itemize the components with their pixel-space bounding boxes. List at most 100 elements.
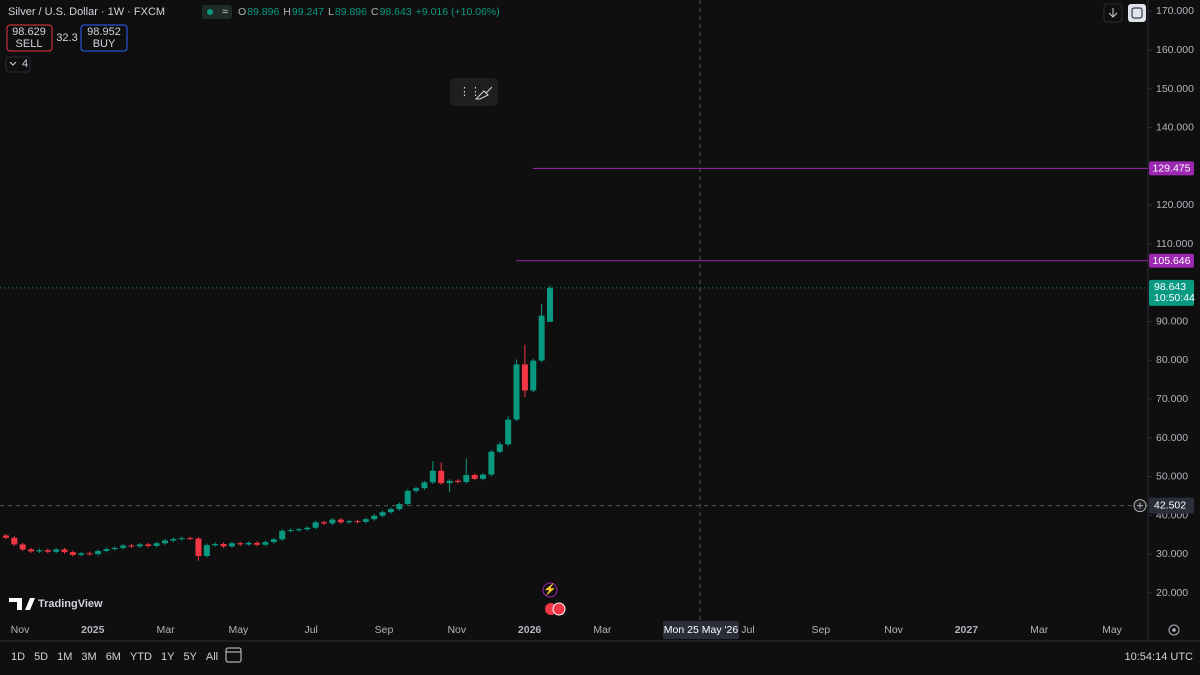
sell-price: 98.629 <box>12 26 46 38</box>
y-tick-label: 80.000 <box>1156 354 1188 366</box>
x-tick-label: 2025 <box>81 624 105 636</box>
price-tag <box>1149 161 1194 176</box>
y-tick-label: 170.000 <box>1156 5 1194 17</box>
range-button[interactable]: 1M <box>57 651 72 663</box>
y-tick-label: 30.000 <box>1156 548 1188 560</box>
candle-body <box>78 553 85 555</box>
ohlc-label: O <box>238 6 246 18</box>
buy-label: BUY <box>93 38 116 50</box>
x-tick-label: Mar <box>157 624 176 636</box>
event-icon[interactable] <box>542 582 558 598</box>
candle-body <box>471 474 478 479</box>
range-button[interactable]: 5Y <box>183 651 197 663</box>
range-button[interactable]: 1Y <box>161 651 175 663</box>
candle-body <box>254 542 261 545</box>
x-tick-label: Nov <box>447 624 466 636</box>
candle-body <box>136 544 143 547</box>
candle-body <box>53 549 60 552</box>
x-tick-label: Jul <box>304 624 317 636</box>
last-price-time: 10:50:44 <box>1154 292 1195 304</box>
candle-body <box>103 549 110 551</box>
buy-price: 98.952 <box>87 26 121 38</box>
candle-body <box>270 539 277 543</box>
scroll-button[interactable] <box>1103 3 1123 23</box>
price-tag-label: 105.646 <box>1153 255 1191 267</box>
range-button[interactable]: 3M <box>81 651 96 663</box>
ohlc-value: 89.896 <box>247 6 279 18</box>
ohlc-label: H <box>283 6 291 18</box>
x-tick-label: Sep <box>375 624 394 636</box>
candle-body <box>2 535 9 538</box>
x-tick-label: Jul <box>741 624 754 636</box>
candle-body <box>295 529 302 531</box>
layout-button[interactable] <box>1128 4 1146 22</box>
ohlc-value: 99.247 <box>292 6 324 18</box>
ohlc-label: L <box>328 6 334 18</box>
candle-body <box>446 480 453 484</box>
candle-body <box>61 549 68 553</box>
chevron-icon <box>9 61 17 66</box>
candle-body <box>111 547 118 550</box>
status-badge[interactable] <box>202 5 232 19</box>
y-tick-label: 150.000 <box>1156 83 1194 95</box>
clock[interactable]: 10:54:14 UTC <box>1125 651 1194 663</box>
indicator-count: 4 <box>22 58 28 70</box>
last-price-label: 98.643 <box>1154 281 1186 293</box>
economic-event-icon[interactable] <box>552 602 566 616</box>
y-tick-label: 160.000 <box>1156 44 1194 56</box>
brush-icon[interactable] <box>474 86 493 100</box>
x-tick-label: Mar <box>593 624 612 636</box>
indicator-toggle[interactable] <box>5 56 31 73</box>
crosshair-time-tag <box>663 621 739 639</box>
buy-button[interactable] <box>80 24 128 52</box>
range-button[interactable]: All <box>206 651 218 663</box>
settings-center <box>1172 628 1176 632</box>
candle-body <box>195 538 202 557</box>
y-tick-label: 20.000 <box>1156 587 1188 599</box>
x-tick-label: May <box>228 624 249 636</box>
candle-body <box>538 315 545 361</box>
candle-body <box>178 538 185 540</box>
sell-button[interactable] <box>6 24 53 52</box>
candle-body <box>187 538 194 540</box>
price-tag-label: 129.475 <box>1153 162 1191 174</box>
range-button[interactable]: YTD <box>130 651 152 663</box>
candle-body <box>421 482 428 489</box>
y-tick-label: 60.000 <box>1156 432 1188 444</box>
candle-body <box>120 545 127 548</box>
settings-icon[interactable] <box>1168 624 1180 636</box>
crosshair-price-tag <box>1149 497 1194 514</box>
candle-body <box>44 550 51 552</box>
candle-body <box>19 544 26 550</box>
market-status-dot <box>207 9 213 15</box>
candle-body <box>337 519 344 523</box>
candle-body <box>547 287 553 322</box>
candle-body <box>203 545 210 557</box>
x-tick-label: Sep <box>811 624 830 636</box>
price-tag <box>1149 253 1194 268</box>
date-range-icon[interactable] <box>225 647 242 663</box>
down-arrow-icon <box>1108 8 1118 18</box>
floating-toolbar <box>450 78 498 106</box>
x-tick-label: May <box>1102 624 1123 636</box>
ohlc-label: C <box>371 6 379 18</box>
candle-body <box>95 550 102 555</box>
crosshair-price-label: 42.502 <box>1154 500 1186 512</box>
candle-body <box>371 515 378 520</box>
candle-body <box>480 474 487 479</box>
drag-handle[interactable]: ⋮⋮ <box>459 86 481 98</box>
range-button[interactable]: 6M <box>106 651 121 663</box>
candle-body <box>170 538 177 541</box>
y-tick-label: 50.000 <box>1156 471 1188 483</box>
symbol-title[interactable]: Silver / U.S. Dollar · 1W · FXCM <box>8 6 165 18</box>
candle-body <box>346 521 353 523</box>
range-button[interactable]: 5D <box>34 651 48 663</box>
candle-body <box>161 540 168 544</box>
range-button[interactable]: 1D <box>11 651 25 663</box>
candle-body <box>237 543 244 545</box>
y-tick-label: 110.000 <box>1156 238 1193 250</box>
candle-body <box>505 419 512 445</box>
candle-body <box>36 550 43 552</box>
candle-body <box>513 364 520 420</box>
